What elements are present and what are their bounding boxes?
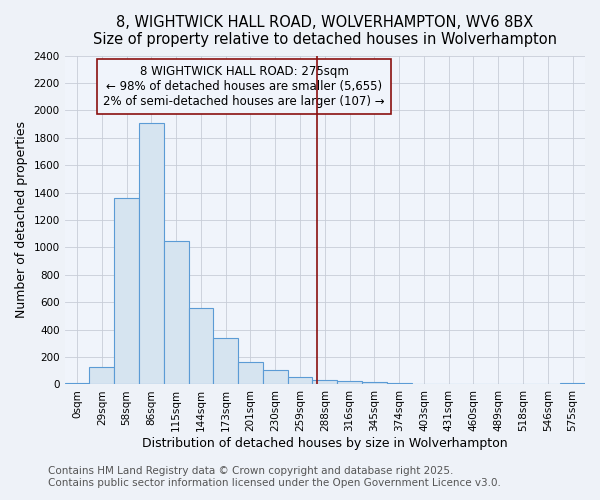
- Bar: [164, 240, 188, 384]
- Text: Contains HM Land Registry data © Crown copyright and database right 2025.
Contai: Contains HM Land Registry data © Crown c…: [48, 466, 501, 487]
- Title: 8, WIGHTWICK HALL ROAD, WOLVERHAMPTON, WV6 8BX
Size of property relative to deta: 8, WIGHTWICK HALL ROAD, WOLVERHAMPTON, W…: [93, 15, 557, 48]
- Bar: [337, 381, 362, 384]
- Bar: [89, 368, 114, 384]
- Bar: [188, 308, 214, 384]
- Y-axis label: Number of detached properties: Number of detached properties: [15, 122, 28, 318]
- Bar: [287, 377, 313, 384]
- Bar: [238, 362, 263, 384]
- Bar: [114, 198, 139, 384]
- Text: 8 WIGHTWICK HALL ROAD: 275sqm
← 98% of detached houses are smaller (5,655)
2% of: 8 WIGHTWICK HALL ROAD: 275sqm ← 98% of d…: [103, 66, 385, 108]
- Bar: [65, 383, 89, 384]
- Bar: [139, 122, 164, 384]
- Bar: [362, 382, 387, 384]
- Bar: [313, 380, 337, 384]
- X-axis label: Distribution of detached houses by size in Wolverhampton: Distribution of detached houses by size …: [142, 437, 508, 450]
- Bar: [387, 383, 412, 384]
- Bar: [214, 338, 238, 384]
- Bar: [263, 370, 287, 384]
